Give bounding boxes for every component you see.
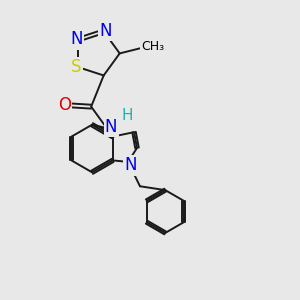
Text: N: N: [99, 22, 111, 40]
Text: O: O: [58, 96, 71, 114]
Text: CH₃: CH₃: [141, 40, 164, 53]
Text: H: H: [121, 108, 133, 123]
Text: N: N: [124, 157, 137, 175]
Text: N: N: [70, 30, 83, 48]
Text: N: N: [105, 118, 117, 136]
Text: S: S: [71, 58, 82, 76]
